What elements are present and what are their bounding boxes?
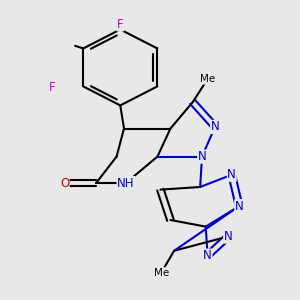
Text: F: F [49, 81, 56, 94]
Text: NH: NH [117, 176, 135, 190]
Text: N: N [235, 200, 244, 213]
Text: N: N [227, 168, 236, 181]
Text: N: N [198, 150, 206, 163]
Text: Me: Me [200, 74, 215, 84]
Text: N: N [211, 120, 219, 134]
Text: N: N [203, 249, 212, 262]
Text: O: O [60, 176, 69, 190]
Text: F: F [117, 18, 124, 31]
Text: Me: Me [154, 268, 169, 278]
Text: N: N [224, 230, 232, 243]
